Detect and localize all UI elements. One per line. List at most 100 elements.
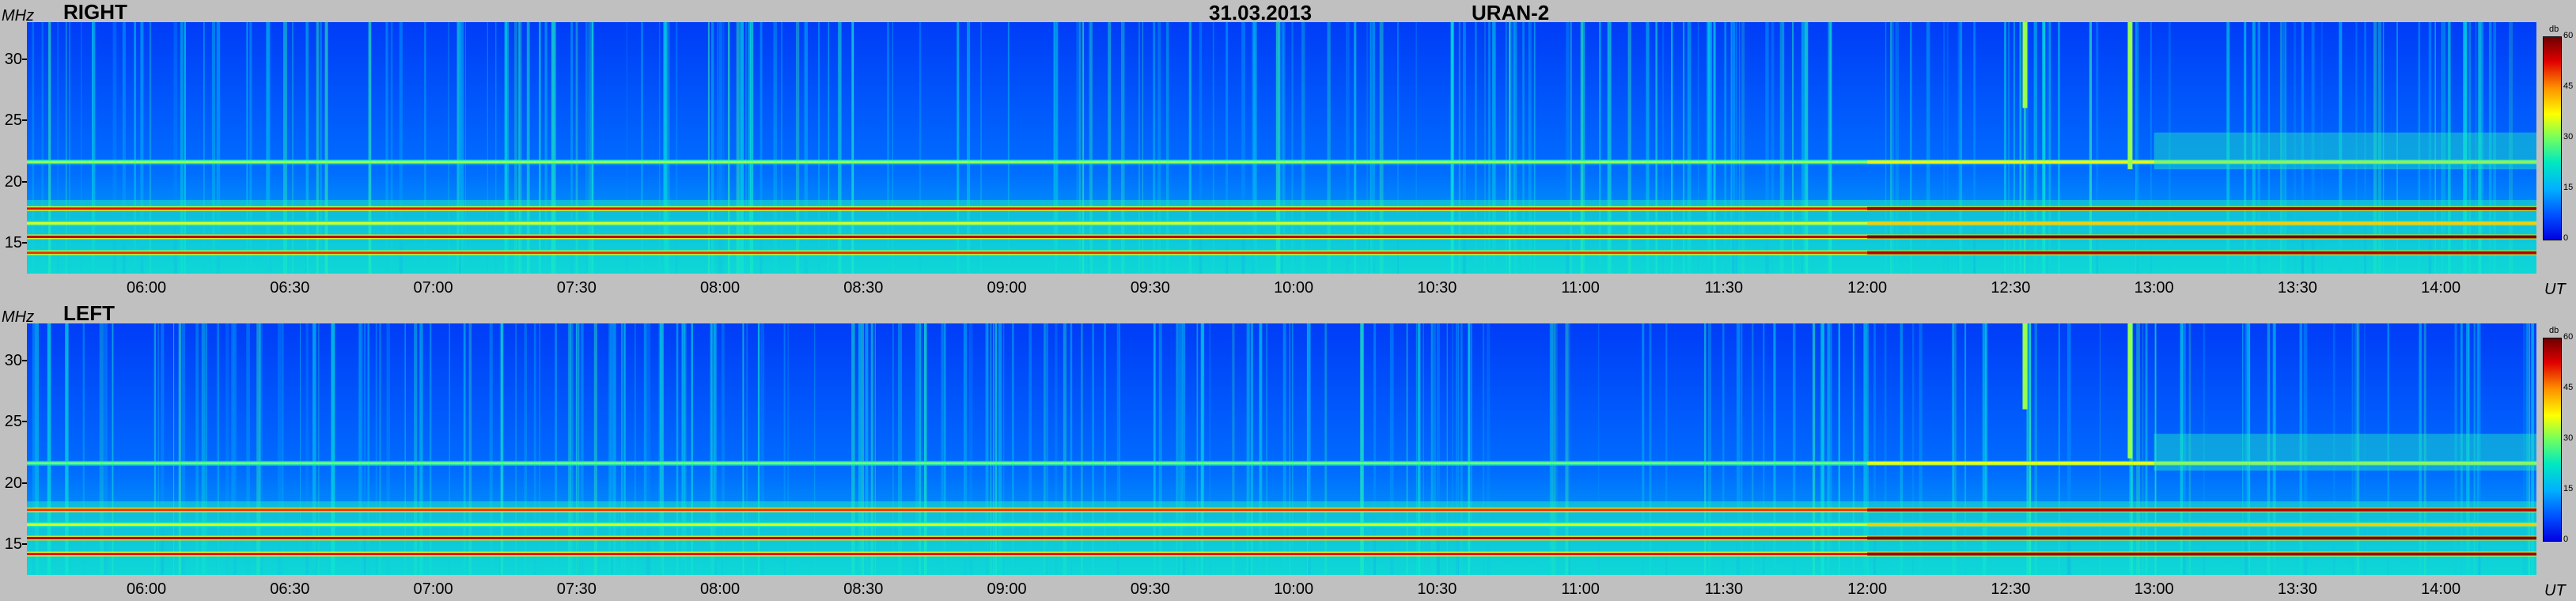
interference-stripe [924, 323, 927, 575]
interference-stripe [386, 323, 390, 575]
interference-stripe [112, 323, 114, 575]
interference-stripe [375, 323, 377, 575]
interference-stripe [1053, 22, 1058, 274]
interference-stripe [2528, 323, 2530, 575]
interference-stripe [2532, 323, 2534, 575]
interference-stripe [506, 22, 509, 274]
interference-stripe [35, 323, 39, 575]
interference-stripe [760, 323, 765, 575]
interference-stripe [1773, 323, 1776, 575]
interference-stripe [1529, 22, 1532, 274]
interference-stripe [1157, 22, 1161, 274]
interference-stripe [1805, 22, 1809, 274]
x-tick-label: 07:00 [413, 580, 453, 598]
interference-stripe [608, 323, 612, 575]
interference-stripe [157, 323, 159, 575]
interference-stripe [1360, 323, 1364, 575]
interference-stripe [1029, 323, 1032, 575]
x-tick-label: 13:30 [2277, 279, 2317, 297]
interference-stripe [1671, 22, 1673, 274]
x-tick-label: 08:30 [843, 580, 884, 598]
interference-stripe [861, 323, 864, 575]
interference-stripe [1053, 22, 1055, 274]
interference-stripe [1076, 22, 1081, 274]
interference-stripe [1463, 22, 1466, 274]
y-tick-label: 15 [4, 234, 22, 252]
intensity-band-late [1867, 251, 2536, 255]
interference-stripe [180, 22, 184, 274]
interference-stripe [919, 22, 922, 274]
interference-stripe [1946, 22, 1949, 274]
interference-stripe [1492, 22, 1496, 274]
interference-stripe [1142, 22, 1144, 274]
interference-stripe [995, 323, 998, 575]
interference-stripe [48, 22, 51, 274]
interference-stripe [2267, 22, 2271, 274]
interference-stripe [711, 323, 714, 575]
interference-stripe [134, 22, 136, 274]
interference-stripe [2008, 22, 2010, 274]
interference-stripe [553, 22, 556, 274]
radio-burst [2022, 323, 2028, 410]
interference-stripe [2019, 22, 2022, 274]
interference-stripe [1482, 323, 1485, 575]
interference-stripe [489, 323, 493, 575]
interference-stripe [1885, 22, 1887, 274]
panel-title: RIGHT [63, 0, 127, 24]
interference-stripe [1900, 323, 1904, 575]
interference-stripe [1188, 22, 1191, 274]
interference-stripe [2023, 22, 2026, 274]
interference-stripe [2493, 22, 2496, 274]
interference-stripe [718, 22, 722, 274]
interference-stripe [578, 323, 580, 575]
colorbar-tick-label: 0 [2563, 233, 2569, 243]
interference-stripe [2423, 323, 2426, 575]
interference-stripe [99, 323, 101, 575]
y-tick-label: 20 [4, 172, 22, 191]
colorbar-tick-label: 15 [2563, 183, 2574, 192]
interference-stripe [710, 323, 713, 575]
interference-stripe [1199, 22, 1203, 274]
interference-stripe [211, 22, 215, 274]
interference-stripe [1446, 323, 1448, 575]
interference-stripe [41, 22, 44, 274]
intensity-band-late [1867, 221, 2536, 225]
interference-stripe [1704, 323, 1707, 575]
interference-stripe [500, 323, 503, 575]
intensity-band-core [27, 161, 2536, 164]
interference-stripe [1232, 323, 1235, 575]
colorbar-tick-label: 45 [2563, 383, 2574, 392]
interference-stripe [1373, 323, 1377, 575]
interference-stripe [2273, 323, 2276, 575]
interference-stripe [1484, 22, 1486, 274]
interference-stripe [1752, 323, 1754, 575]
interference-stripe [1225, 22, 1229, 274]
interference-stripe [1895, 22, 1900, 274]
interference-stripe [728, 22, 730, 274]
interference-stripe [1919, 323, 1923, 575]
colorbar-tick-label: 15 [2563, 484, 2574, 493]
y-axis-unit: MHz [2, 308, 35, 326]
interference-stripe [2442, 22, 2443, 274]
y-tick-mark [22, 242, 27, 244]
interference-stripe [1655, 22, 1657, 274]
interference-stripe [980, 22, 982, 274]
x-tick-label: 10:30 [1417, 279, 1457, 297]
interference-stripe [1289, 323, 1291, 575]
interference-stripe [281, 323, 284, 575]
interference-stripe [122, 22, 126, 274]
interference-stripe [1209, 323, 1211, 575]
interference-stripe [874, 323, 876, 575]
interference-stripe [1153, 22, 1156, 274]
interference-stripe [919, 323, 921, 575]
interference-stripe [1513, 22, 1517, 274]
interference-stripe [593, 323, 597, 575]
y-tick-mark [22, 58, 27, 60]
radio-burst [2127, 323, 2133, 459]
colorbar [2543, 36, 2562, 240]
interference-stripe [460, 22, 464, 274]
interference-stripe [487, 22, 488, 274]
interference-stripe [2246, 323, 2251, 575]
interference-stripe [742, 323, 744, 575]
colorbar-tick-label: 45 [2563, 81, 2574, 91]
